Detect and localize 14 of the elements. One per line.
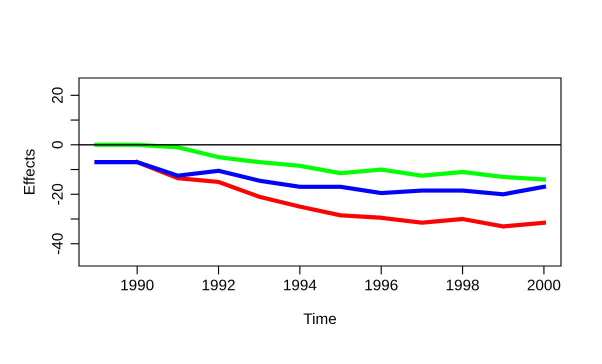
x-tick-label: 2000 [528,280,560,290]
x-tick-label: 1994 [284,280,316,290]
y-axis-title: Effects [23,149,35,194]
y-tick-label: -40 [52,233,63,254]
y-tick-label: 20 [52,87,63,104]
line-series [94,160,546,196]
x-axis-title: Time [304,312,336,324]
x-tick-label: 1992 [202,280,235,290]
y-tick-label: -20 [52,184,63,205]
line-series [135,160,546,229]
x-tick-label: 1998 [446,280,479,290]
x-tick-label: 1990 [121,280,154,290]
y-tick-label: 0 [52,141,63,148]
x-tick-label: 1996 [365,280,398,290]
